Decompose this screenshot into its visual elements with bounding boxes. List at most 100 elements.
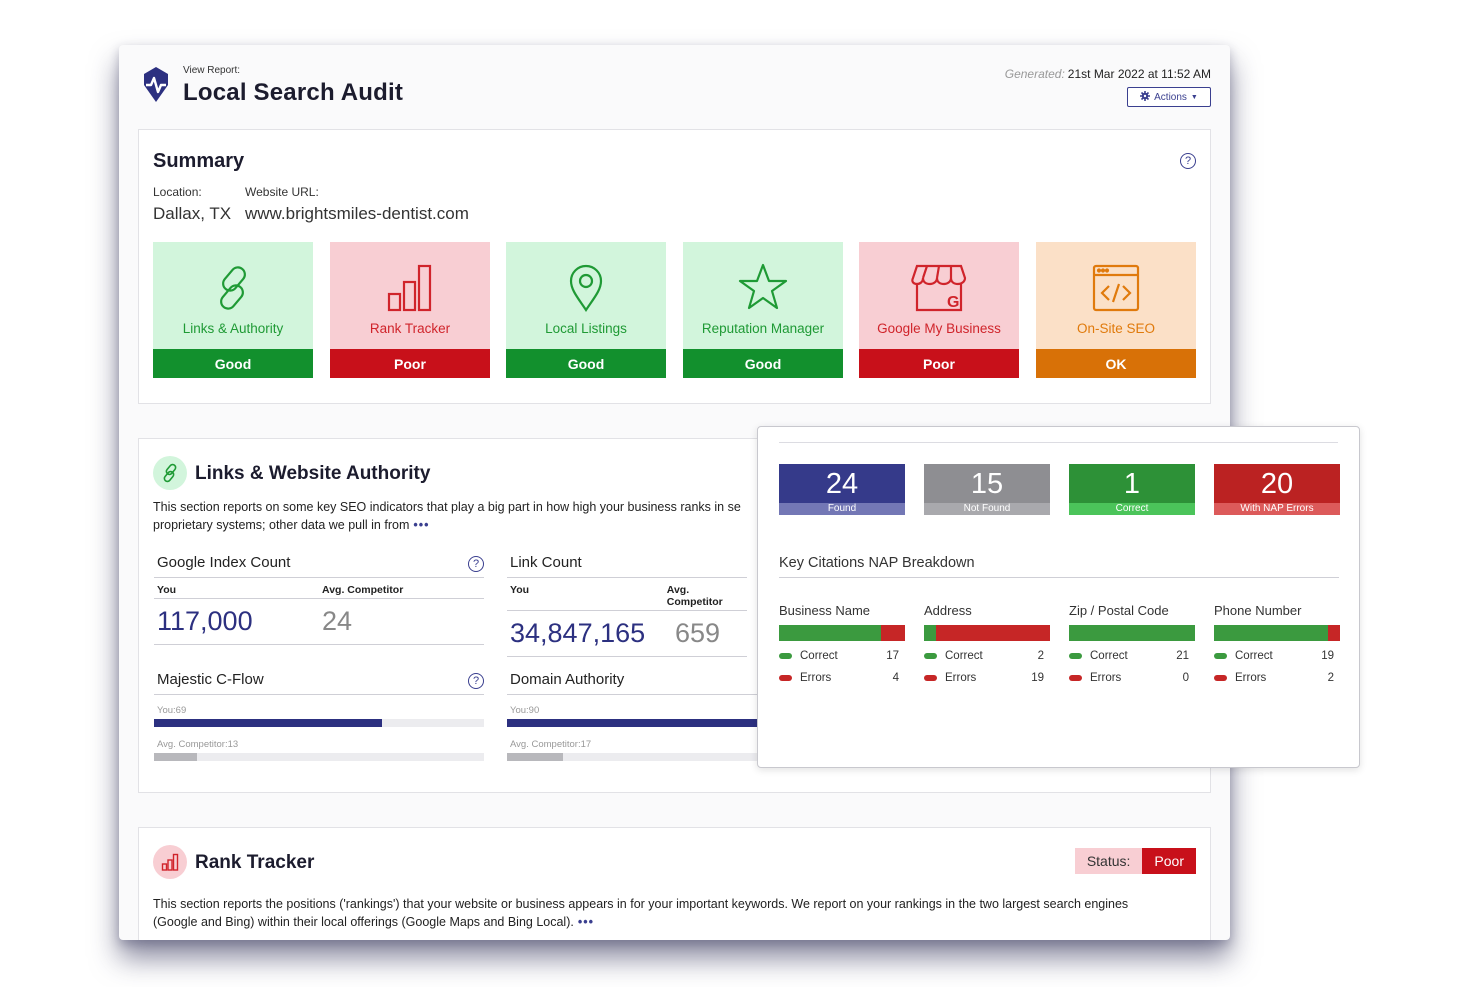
star-icon: [738, 263, 788, 310]
summary-title: Summary: [153, 150, 245, 172]
rank-tracker-panel: Rank Tracker Status: Poor This section r…: [138, 827, 1211, 940]
competitor-value: 659: [675, 618, 721, 648]
errors-dot-icon: [1214, 674, 1227, 681]
errors-segment: [936, 625, 1050, 641]
metric-column-headers: You Avg. Competitor: [154, 578, 484, 599]
correct-dot-icon: [924, 652, 937, 659]
page-title: Local Search Audit: [183, 79, 404, 106]
you-value: 117,000: [157, 606, 253, 636]
nap-bar: [1214, 625, 1340, 641]
tile-google-my-business[interactable]: G Google My Business Poor: [859, 242, 1019, 378]
competitor-column-header: Avg. Competitor: [322, 584, 404, 596]
correct-dot-icon: [779, 652, 792, 659]
tile-status: Poor: [330, 349, 490, 378]
competitor-value: 24: [322, 606, 353, 636]
caret-down-icon: ▼: [1190, 93, 1198, 101]
tile-label: Rank Tracker: [369, 321, 451, 336]
legend-label: Errors: [1090, 671, 1122, 684]
you-column-header: You: [510, 584, 530, 596]
errors-segment: [881, 625, 905, 641]
help-icon[interactable]: ?: [468, 556, 484, 572]
more-button[interactable]: •••: [413, 518, 430, 532]
help-icon[interactable]: ?: [468, 673, 484, 689]
status-badge: Status: Poor: [1074, 848, 1196, 874]
column-title: Business Name: [779, 603, 871, 618]
tile-rank-tracker[interactable]: Rank Tracker Poor: [330, 242, 490, 378]
tile-links-authority[interactable]: Links & Authority Good: [153, 242, 313, 378]
metric-title: Link Count: [507, 552, 747, 578]
nap-column-zip-code: Zip / Postal Code Correct 21 Errors 0: [1069, 603, 1195, 685]
column-title: Phone Number: [1214, 603, 1302, 618]
brand-logo-icon: [144, 67, 168, 102]
generated-timestamp: Generated: 21st Mar 2022 at 11:52 AM: [1005, 67, 1211, 81]
status-label: Status:: [1074, 848, 1143, 874]
nap-bar: [924, 625, 1050, 641]
you-bar-fill: [154, 719, 382, 727]
tile-reputation-manager[interactable]: Reputation Manager Good: [683, 242, 843, 378]
stat-caption: Correct: [1069, 503, 1195, 515]
correct-count: 2: [1037, 649, 1044, 662]
legend-errors: Errors 2: [1214, 670, 1340, 685]
stat-value: 1: [1069, 464, 1195, 503]
help-icon[interactable]: ?: [1180, 153, 1196, 169]
you-bar-fill: [507, 719, 804, 727]
tile-on-site-seo[interactable]: On-Site SEO OK: [1036, 242, 1196, 378]
tile-label: Links & Authority: [182, 321, 284, 336]
links-section-title: Links & Website Authority: [195, 463, 431, 484]
google-index-count-metric: Google Index Count ? You Avg. Competitor…: [154, 552, 484, 645]
competitor-bar-label: Avg. Competitor:17: [510, 739, 592, 750]
errors-dot-icon: [1069, 674, 1082, 681]
you-bar-label: You:69: [157, 705, 187, 716]
legend-label: Correct: [800, 649, 838, 662]
tile-status: Good: [153, 349, 313, 378]
tile-status: Poor: [859, 349, 1019, 378]
legend-label: Errors: [1235, 671, 1267, 684]
correct-count: 21: [1176, 649, 1189, 662]
metric-column-headers: You Avg. Competitor: [507, 578, 747, 611]
errors-count: 2: [1327, 671, 1334, 684]
tile-local-listings[interactable]: Local Listings Good: [506, 242, 666, 378]
competitor-bar-label: Avg. Competitor:13: [157, 739, 239, 750]
code-window-icon: [1092, 264, 1140, 312]
website-url-value: www.brightsmiles-dentist.com: [245, 204, 469, 223]
errors-dot-icon: [779, 674, 792, 681]
legend-label: Errors: [800, 671, 832, 684]
rank-tracker-title: Rank Tracker: [195, 852, 315, 873]
stat-caption: With NAP Errors: [1214, 503, 1340, 515]
tile-label: Local Listings: [545, 321, 627, 336]
legend-label: Correct: [1235, 649, 1273, 662]
stat-value: 24: [779, 464, 905, 503]
summary-panel: Summary ? Location: Dallax, TX Website U…: [138, 129, 1211, 404]
more-button[interactable]: •••: [577, 915, 594, 929]
nap-bar: [779, 625, 905, 641]
competitor-bar-fill: [154, 753, 197, 761]
correct-dot-icon: [1214, 652, 1227, 659]
errors-count: 0: [1182, 671, 1189, 684]
legend-label: Errors: [945, 671, 977, 684]
description-line: This section reports the positions ('ran…: [153, 897, 1129, 911]
rank-description: This section reports the positions ('ran…: [153, 895, 1193, 931]
status-value: Poor: [1142, 848, 1196, 874]
divider: [779, 442, 1338, 443]
svg-text:G: G: [947, 294, 959, 311]
stat-value: 15: [924, 464, 1050, 503]
errors-dot-icon: [924, 674, 937, 681]
actions-button[interactable]: Actions ▼: [1127, 87, 1211, 107]
bar-chart-icon: [387, 264, 432, 312]
you-value: 34,847,165: [510, 618, 646, 648]
link-icon: [220, 266, 246, 310]
competitor-bar-track: [507, 753, 837, 761]
legend-correct: Correct 2: [924, 648, 1050, 663]
stat-found: 24 Found: [779, 464, 905, 515]
map-pin-icon: [569, 264, 603, 312]
metric-title: Majestic C-Flow ?: [154, 669, 484, 695]
metric-title-text: Google Index Count: [157, 554, 291, 571]
link-count-metric: Link Count You Avg. Competitor 34,847,16…: [507, 552, 747, 657]
tile-status: OK: [1036, 349, 1196, 378]
gear-icon: [1140, 90, 1151, 104]
metric-values: 117,000 24: [154, 599, 484, 645]
actions-label: Actions: [1154, 91, 1187, 103]
legend-errors: Errors 0: [1069, 670, 1195, 685]
competitor-column-header: Avg. Competitor: [666, 584, 723, 608]
legend-errors: Errors 19: [924, 670, 1050, 685]
